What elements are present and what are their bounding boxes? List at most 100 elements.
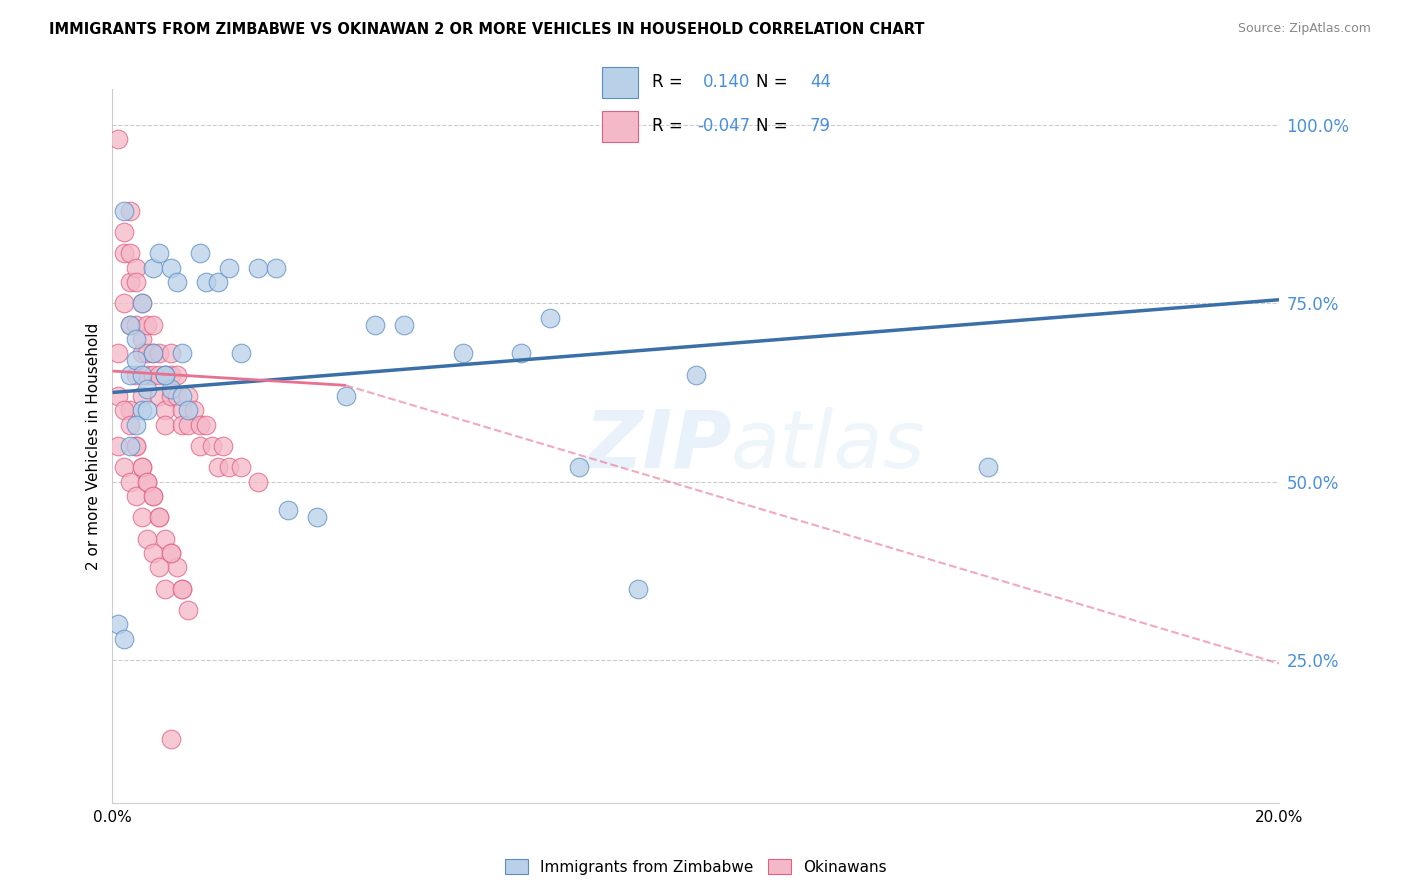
Point [118,318,141,332]
Point [125,439,148,453]
Point [335,389,357,403]
Point [142,489,165,503]
Point [118,417,141,432]
Point [142,346,165,360]
Point [136,403,159,417]
Point [118,318,141,332]
Point [568,460,591,475]
Point [207,460,229,475]
Point [112,203,135,218]
Point [107,389,129,403]
Point [118,246,141,260]
Point [276,503,298,517]
Point [229,460,252,475]
Point [153,368,176,382]
Point [247,475,270,489]
Point [118,439,141,453]
Point [136,475,159,489]
Point [177,603,200,617]
Point [166,275,188,289]
Point [166,368,188,382]
Point [118,368,141,382]
Point [194,275,217,289]
Legend: Immigrants from Zimbabwe, Okinawans: Immigrants from Zimbabwe, Okinawans [499,853,893,880]
Point [172,389,194,403]
Point [125,439,148,453]
Point [112,403,135,417]
Point [172,582,194,596]
Point [183,403,205,417]
Point [451,346,474,360]
Point [172,582,194,596]
Point [131,332,153,346]
Point [148,510,170,524]
Point [136,346,159,360]
Point [125,353,148,368]
Point [148,510,170,524]
Point [131,510,153,524]
Point [188,417,211,432]
Point [125,417,148,432]
Point [112,296,135,310]
Point [153,368,176,382]
Point [976,460,998,475]
Text: 79: 79 [810,117,831,135]
Point [218,460,240,475]
Point [148,389,170,403]
Point [118,275,141,289]
Text: 0.140: 0.140 [703,73,751,91]
Point [125,489,148,503]
Point [112,632,135,646]
Text: R =: R = [652,73,683,91]
Point [125,318,148,332]
Point [131,296,153,310]
Point [207,275,229,289]
Point [112,246,135,260]
Point [538,310,561,325]
Point [131,368,153,382]
Point [125,332,148,346]
Point [160,389,183,403]
Point [212,439,235,453]
Point [172,346,194,360]
Point [626,582,648,596]
Point [131,460,153,475]
Point [247,260,270,275]
Point [131,403,153,417]
Point [160,546,183,560]
Point [153,368,176,382]
Point [148,346,170,360]
Point [229,346,252,360]
Point [685,368,707,382]
Text: IMMIGRANTS FROM ZIMBABWE VS OKINAWAN 2 OR MORE VEHICLES IN HOUSEHOLD CORRELATION: IMMIGRANTS FROM ZIMBABWE VS OKINAWAN 2 O… [49,22,925,37]
Point [142,260,165,275]
Point [218,260,240,275]
Point [160,368,183,382]
Point [172,417,194,432]
Point [509,346,531,360]
FancyBboxPatch shape [602,112,638,142]
Point [112,460,135,475]
Point [125,260,148,275]
Point [153,417,176,432]
Point [201,439,224,453]
Point [160,731,183,746]
Point [166,389,188,403]
Point [177,403,200,417]
Point [194,417,217,432]
Y-axis label: 2 or more Vehicles in Household: 2 or more Vehicles in Household [86,322,101,570]
Point [148,246,170,260]
Point [131,389,153,403]
Point [131,296,153,310]
Point [142,489,165,503]
Point [153,532,176,546]
Point [118,475,141,489]
Text: 44: 44 [810,73,831,91]
Point [107,346,129,360]
Point [107,617,129,632]
Text: N =: N = [756,117,787,135]
Point [160,546,183,560]
Point [160,260,183,275]
Point [177,389,200,403]
Point [112,225,135,239]
